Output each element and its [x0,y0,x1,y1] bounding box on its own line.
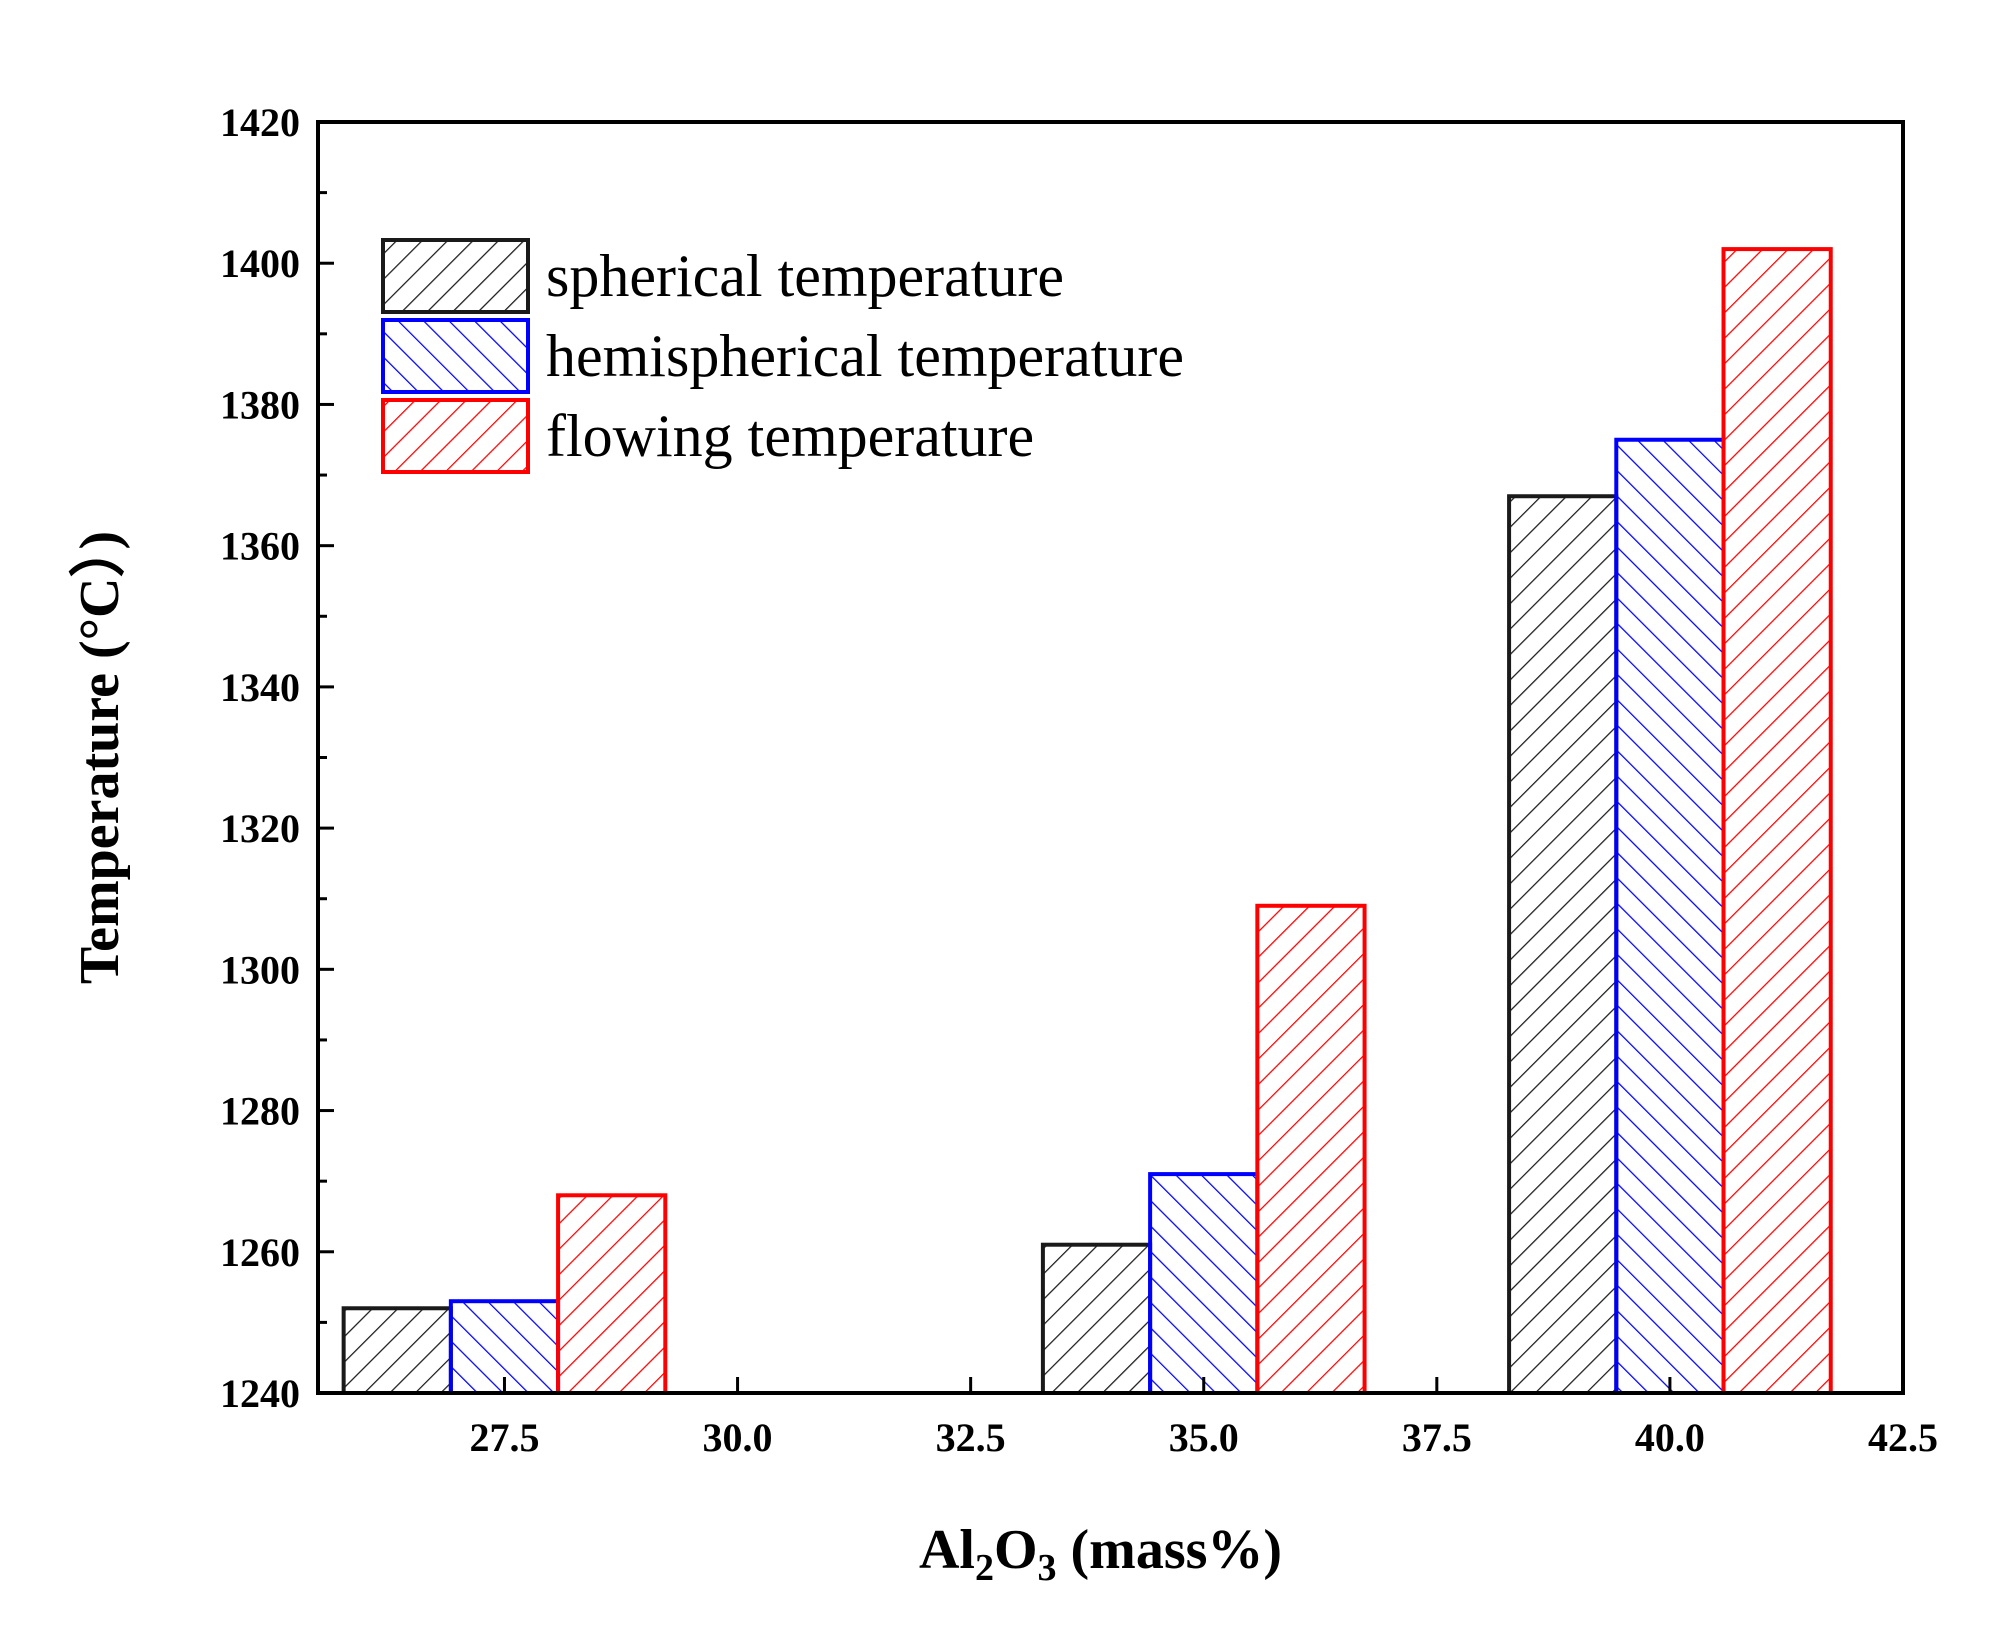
y-tick-label: 1300 [220,947,300,992]
bars-layer [341,247,1833,1393]
y-tick-label: 1380 [220,382,300,427]
x-axis-title-rest: (mass%) [1057,1519,1283,1581]
y-tick-label: 1240 [220,1371,300,1416]
x-axis-title-sub2: 3 [1038,1547,1057,1589]
y-tick-label: 1400 [220,241,300,286]
x-tick-label: 42.5 [1868,1415,1938,1460]
legend-label: flowing temperature [546,403,1034,469]
x-tick-label: 40.0 [1635,1415,1705,1460]
y-tick-label: 1280 [220,1089,300,1134]
x-tick-label: 37.5 [1402,1415,1472,1460]
y-tick-label: 1420 [220,100,300,145]
x-tick-label: 30.0 [703,1415,773,1460]
bar-flowing-temperature-2 [1721,247,1833,1393]
bar-hemispherical-temperature-1 [1148,1172,1260,1393]
x-tick-label: 35.0 [1169,1415,1239,1460]
x-tick-label: 32.5 [936,1415,1006,1460]
bar-spherical-temperature-0 [341,1306,453,1393]
y-tick-label: 1340 [220,665,300,710]
x-axis-title: Al2O3 (mass%) [919,1519,1282,1589]
x-axis-title-main: Al [919,1519,975,1581]
bar-flowing-temperature-0 [556,1193,668,1393]
bar-spherical-temperature-1 [1040,1242,1153,1393]
axes-layer: 1240 1260 1280 1300 1320 1340 1360 1380 1400 1420… [220,100,1938,1460]
bar-hemispherical-temperature-2 [1614,437,1726,1393]
legend-swatch [381,238,530,314]
y-tick-label: 1320 [220,806,300,851]
y-tick-label: 1260 [220,1230,300,1275]
legend-label: spherical temperature [546,243,1064,309]
bar-flowing-temperature-1 [1255,903,1367,1393]
x-axis-title-sub1: 2 [975,1547,994,1589]
legend: spherical temperature hemispherical tempe… [381,238,1184,474]
y-axis-title: Temperature (°C）) [68,531,131,984]
x-tick-label: 27.5 [469,1415,539,1460]
legend-swatch [381,398,530,474]
legend-swatch [381,318,530,394]
y-tick-label: 1360 [220,524,300,569]
bar-spherical-temperature-2 [1507,494,1619,1393]
legend-label: hemispherical temperature [546,323,1184,389]
x-axis-title-mid: O [994,1519,1038,1581]
